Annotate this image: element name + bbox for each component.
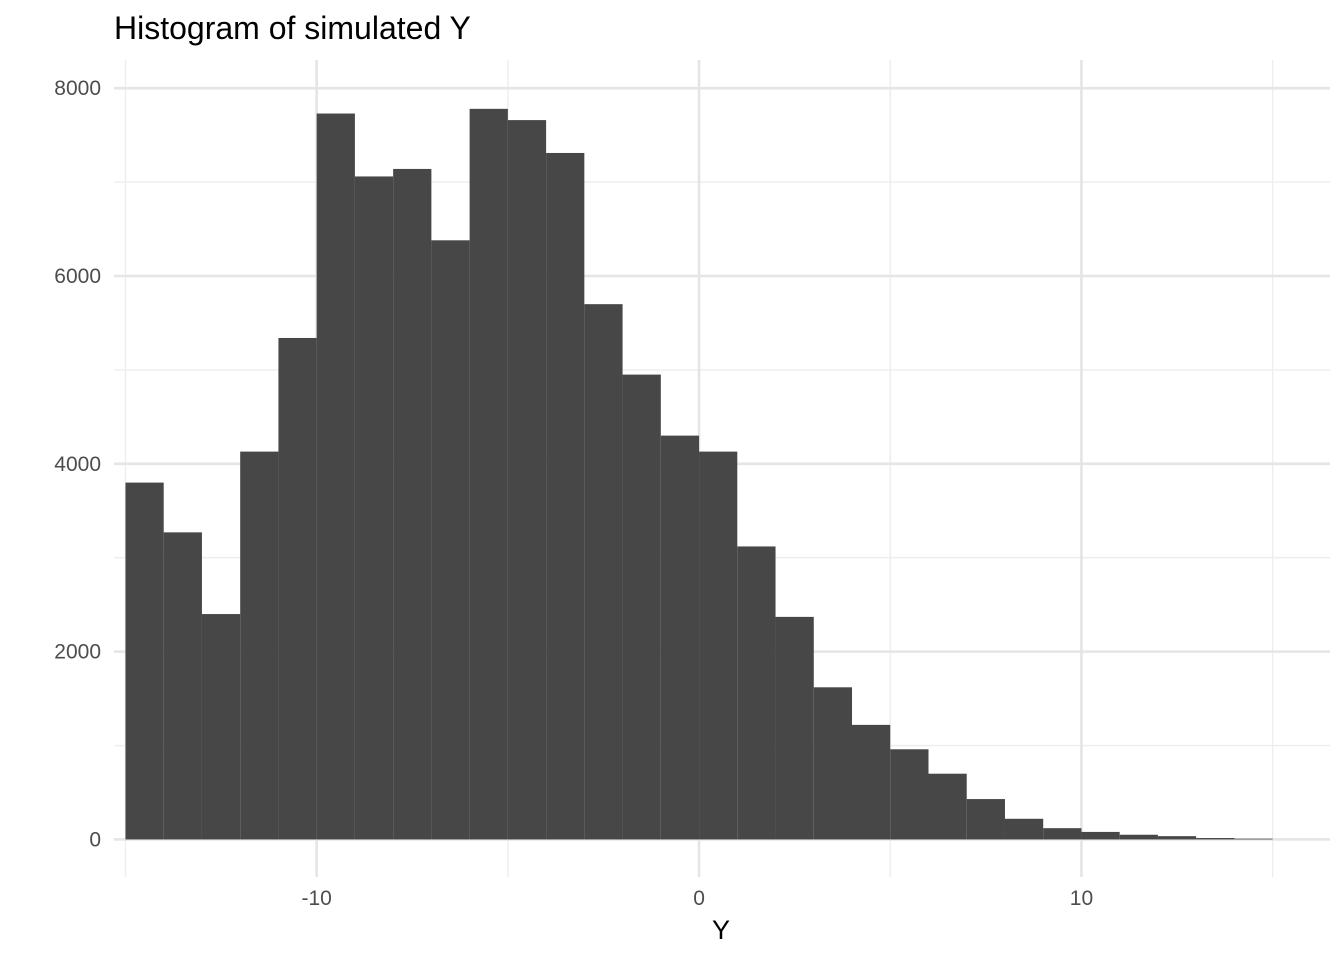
histogram-bar: [393, 168, 432, 840]
histogram-bar: [737, 546, 776, 840]
y-tick-label: 0: [89, 828, 101, 851]
y-tick-label: 8000: [54, 77, 101, 100]
x-tick-label: -10: [301, 887, 331, 910]
histogram-bar: [163, 532, 202, 840]
histogram-bar: [928, 773, 967, 840]
histogram-bar: [469, 108, 508, 840]
histogram-bar: [622, 374, 661, 840]
histogram-bar: [507, 120, 547, 840]
histogram-bars: [125, 108, 1273, 840]
histogram-bar: [278, 337, 317, 840]
histogram-bar: [240, 451, 279, 840]
chart-title: Histogram of simulated Y: [114, 10, 471, 46]
histogram-bar: [1081, 831, 1120, 840]
histogram-bar: [354, 176, 394, 840]
histogram-bar: [1234, 838, 1273, 840]
histogram-bar: [201, 614, 241, 840]
y-tick-label: 4000: [54, 453, 101, 476]
histogram-bar: [1157, 836, 1197, 840]
y-tick-label: 2000: [54, 641, 101, 664]
histogram-bar: [852, 724, 891, 840]
y-tick-label: 6000: [54, 265, 101, 288]
histogram-bar: [660, 435, 700, 840]
histogram-bar: [316, 113, 355, 840]
histogram-bar: [966, 799, 1005, 840]
histogram-bar: [584, 304, 623, 840]
x-axis-label: Y: [712, 915, 730, 945]
histogram-bar: [699, 451, 738, 840]
histogram-bar: [1004, 818, 1044, 840]
histogram-bar: [890, 749, 929, 840]
histogram-bar: [1043, 828, 1082, 840]
histogram-bar: [546, 152, 585, 840]
histogram-bar: [1119, 834, 1158, 840]
histogram-bar: [775, 616, 814, 840]
histogram-bar: [431, 240, 470, 840]
y-axis-tick-labels: 0 2000 4000 6000 8000: [54, 77, 101, 851]
histogram-bar: [813, 687, 853, 840]
x-axis-tick-labels: -10 0 10: [301, 887, 1093, 910]
histogram-bar: [1196, 838, 1235, 840]
x-tick-label: 0: [693, 887, 705, 910]
histogram-bar: [125, 482, 164, 840]
x-tick-label: 10: [1070, 887, 1093, 910]
